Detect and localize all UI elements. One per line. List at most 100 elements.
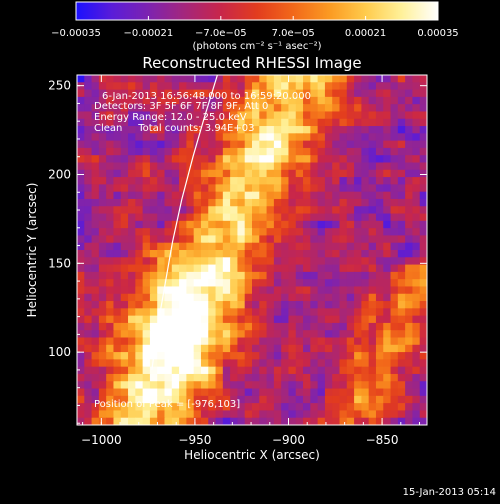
heatmap-cell <box>91 220 100 229</box>
heatmap-cell <box>303 206 311 215</box>
heatmap-cell <box>208 75 217 83</box>
heatmap-cell <box>273 140 282 149</box>
heatmap-cell <box>405 235 414 244</box>
heatmap-cell <box>354 366 362 375</box>
heatmap-cell <box>237 82 246 91</box>
heatmap-cell <box>252 271 260 280</box>
heatmap-cell <box>84 111 93 120</box>
heatmap-cell <box>339 344 348 353</box>
heatmap-cell <box>135 352 144 360</box>
heatmap-cell <box>171 286 180 295</box>
heatmap-cell <box>106 198 115 207</box>
heatmap-cell <box>368 257 377 266</box>
heatmap-cell <box>120 82 129 91</box>
heatmap-cell <box>244 198 253 207</box>
heatmap-cell <box>193 177 202 185</box>
heatmap-cell <box>106 169 115 178</box>
heatmap-cell <box>149 169 158 178</box>
heatmap-cell <box>346 388 355 397</box>
heatmap-cell <box>412 228 421 237</box>
heatmap-cell <box>266 381 275 390</box>
heatmap-cell <box>303 410 311 419</box>
heatmap-cell <box>252 395 260 404</box>
heatmap-cell <box>390 191 399 200</box>
heatmap-cell <box>383 82 392 91</box>
heatmap-cell <box>317 96 326 105</box>
heatmap-cell <box>310 337 319 346</box>
heatmap-cell <box>259 286 268 295</box>
heatmap-cell <box>310 315 319 324</box>
heatmap-cell <box>354 330 362 339</box>
heatmap-cell <box>317 352 326 360</box>
heatmap-cell <box>324 403 333 412</box>
heatmap-cell <box>259 366 268 375</box>
heatmap-cell <box>222 271 231 280</box>
heatmap-cell <box>222 359 231 368</box>
heatmap-cell <box>135 381 144 390</box>
heatmap-cell <box>339 373 348 382</box>
heatmap-cell <box>149 140 158 149</box>
heatmap-cell <box>383 293 392 302</box>
heatmap-cell <box>288 301 297 309</box>
heatmap-cell <box>193 388 202 397</box>
heatmap-cell <box>281 330 290 339</box>
heatmap-cell <box>91 308 100 317</box>
heatmap-cell <box>412 373 421 382</box>
heatmap-cell <box>91 322 100 331</box>
heatmap-cell <box>295 75 304 83</box>
heatmap-cell <box>106 337 115 346</box>
heatmap-cell <box>91 169 100 178</box>
heatmap-cell <box>368 177 377 185</box>
heatmap-cell <box>310 82 319 91</box>
heatmap-cell <box>128 220 136 229</box>
heatmap-cell <box>273 177 282 185</box>
heatmap-cell <box>354 133 362 142</box>
heatmap-cell <box>310 206 319 215</box>
heatmap-cell <box>295 250 304 258</box>
heatmap-cell <box>142 373 151 382</box>
heatmap-cell <box>288 228 297 237</box>
heatmap-cell <box>164 308 173 317</box>
heatmap-cell <box>98 271 107 280</box>
heatmap-cell <box>273 315 282 324</box>
heatmap-cell <box>179 344 187 353</box>
heatmap-cell <box>186 373 195 382</box>
heatmap-cell <box>164 301 173 309</box>
heatmap-cell <box>237 206 246 215</box>
heatmap-cell <box>179 359 187 368</box>
heatmap-cell <box>157 403 166 412</box>
heatmap-cell <box>149 373 158 382</box>
heatmap-cell <box>230 366 239 375</box>
heatmap-cell <box>252 330 260 339</box>
heatmap-cell <box>383 417 392 425</box>
heatmap-cell <box>259 104 268 113</box>
heatmap-cell <box>368 140 377 149</box>
heatmap-cell <box>252 184 260 193</box>
heatmap-cell <box>208 315 217 324</box>
heatmap-cell <box>346 264 355 273</box>
heatmap-cell <box>149 301 158 309</box>
heatmap-cell <box>128 213 136 222</box>
heatmap-cell <box>375 344 384 353</box>
heatmap-cell <box>405 279 414 288</box>
heatmap-cell <box>346 395 355 404</box>
heatmap-cell <box>339 228 348 237</box>
heatmap-cell <box>142 388 151 397</box>
heatmap-cell <box>91 198 100 207</box>
heatmap-cell <box>200 198 209 207</box>
heatmap-cell <box>295 366 304 375</box>
heatmap-cell <box>164 147 173 156</box>
heatmap-cell <box>273 250 282 258</box>
heatmap-cell <box>295 228 304 237</box>
heatmap-cell <box>128 366 136 375</box>
heatmap-cell <box>295 184 304 193</box>
heatmap-cell <box>281 162 290 171</box>
heatmap-cell <box>339 140 348 149</box>
heatmap-cell <box>98 257 107 266</box>
heatmap-cell <box>412 213 421 222</box>
heatmap-cell <box>397 271 406 280</box>
heatmap-cell <box>252 191 260 200</box>
heatmap-cell <box>295 279 304 288</box>
heatmap-cell <box>171 242 180 251</box>
heatmap-cell <box>120 388 129 397</box>
